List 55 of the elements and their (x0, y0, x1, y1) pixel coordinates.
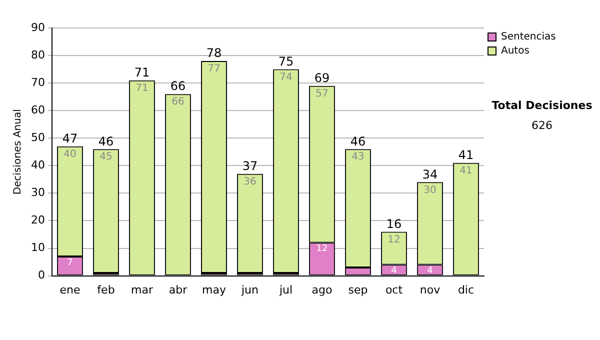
data-label: 36 (244, 176, 256, 188)
data-label: 77 (208, 64, 220, 75)
data-label: 12 (388, 234, 400, 246)
data-label: 4 (391, 266, 398, 276)
data-label: 45 (100, 152, 112, 163)
x-tick-label: dic (458, 283, 474, 296)
y-tick-label: 10 (30, 241, 45, 254)
data-label: 66 (172, 96, 184, 108)
x-tick-label: jun (240, 283, 259, 296)
x-tick-label: abr (168, 283, 188, 296)
data-label: 4 (427, 266, 434, 276)
total-label: 46 (350, 134, 366, 148)
x-tick-label: jul (278, 283, 293, 296)
x-tick-label: oct (385, 283, 404, 296)
data-label: 40 (64, 148, 76, 160)
y-tick-label: 60 (30, 103, 45, 116)
x-tick-label: nov (420, 283, 441, 296)
y-tick-label: 50 (30, 130, 45, 144)
total-label: 37 (242, 159, 258, 174)
total-label: 46 (98, 134, 114, 148)
total-label: 34 (422, 167, 438, 182)
data-label: 12 (316, 244, 328, 254)
data-label: 43 (352, 152, 364, 163)
data-label: 30 (424, 184, 436, 196)
data-label: 57 (316, 88, 328, 100)
y-tick-label: 70 (30, 76, 45, 89)
text: Total Decisiones (492, 98, 593, 112)
total-label: 16 (386, 216, 402, 231)
y-tick-label: 90 (30, 20, 45, 34)
total-label: 69 (314, 70, 330, 85)
legend-label: Sentencias (501, 32, 556, 43)
total-label: 66 (170, 79, 186, 94)
x-tick-label: sep (348, 283, 368, 296)
data-label: 71 (136, 82, 148, 94)
x-tick-label: mar (131, 283, 154, 296)
data-label: 41 (460, 166, 472, 177)
text: 626 (532, 118, 552, 132)
total-label: 75 (278, 54, 294, 68)
y-tick-label: 80 (30, 48, 45, 62)
y-tick-label: 0 (38, 268, 45, 282)
y-tick-label: 20 (30, 214, 45, 227)
total-label: 78 (206, 46, 222, 60)
x-tick-label: may (202, 283, 226, 296)
data-label: 7 (67, 258, 73, 268)
y-axis-title: Decisiones Anual (12, 109, 24, 195)
y-tick-label: 30 (30, 186, 45, 200)
x-tick-label: ene (60, 283, 80, 296)
data-label: 74 (280, 72, 292, 83)
x-tick-label: feb (97, 283, 115, 296)
x-tick-label: ago (312, 283, 332, 296)
total-label: 41 (458, 148, 474, 162)
legend-label: Autos (501, 46, 530, 57)
total-label: 71 (134, 65, 150, 80)
total-label: 47 (62, 132, 78, 146)
y-tick-label: 40 (30, 158, 45, 172)
